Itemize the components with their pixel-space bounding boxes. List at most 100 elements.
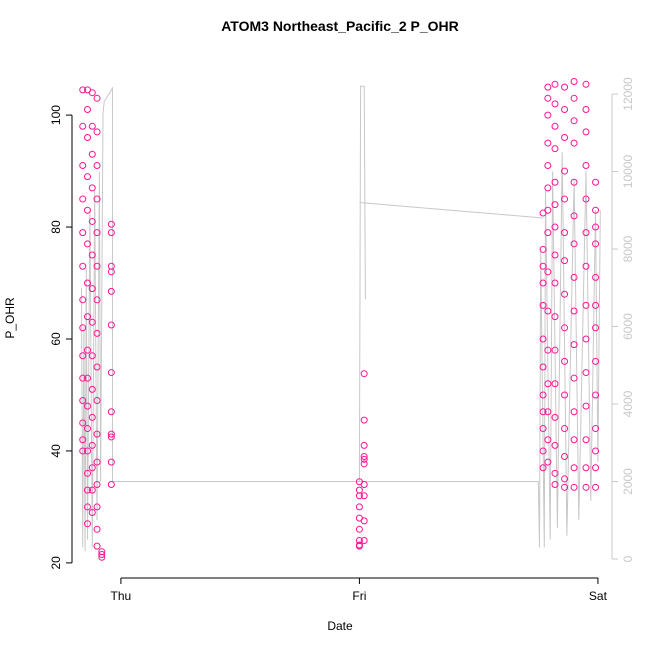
point (360, 370, 368, 378)
point (88, 509, 96, 517)
point (79, 195, 87, 203)
point (570, 307, 578, 315)
point (93, 397, 101, 405)
point (84, 402, 92, 410)
point (88, 217, 96, 225)
y-tick-label: 20 (49, 556, 63, 570)
point (561, 83, 569, 91)
point (561, 391, 569, 399)
point (551, 178, 559, 186)
point (360, 481, 368, 489)
point (544, 380, 552, 388)
point (84, 240, 92, 248)
x-tick-label: Sat (589, 589, 608, 603)
y-axis-label: P_OHR (3, 297, 17, 339)
point (79, 122, 87, 130)
point (582, 262, 590, 270)
point (93, 195, 101, 203)
point (561, 357, 569, 365)
point (551, 122, 559, 130)
point (93, 128, 101, 136)
point (84, 133, 92, 141)
point (544, 139, 552, 147)
point (592, 223, 600, 231)
point (561, 483, 569, 491)
point (360, 492, 368, 500)
point (88, 150, 96, 158)
point (592, 206, 600, 214)
point (93, 542, 101, 550)
point (107, 268, 115, 276)
y2-tick-label: 6000 (621, 313, 635, 340)
point (88, 122, 96, 130)
point (88, 464, 96, 472)
point (88, 251, 96, 259)
point (544, 346, 552, 354)
point (355, 541, 363, 549)
point (561, 453, 569, 461)
point (551, 251, 559, 259)
point (570, 78, 578, 86)
point (539, 464, 547, 472)
point (84, 503, 92, 511)
point (544, 94, 552, 102)
point (544, 161, 552, 169)
point (544, 83, 552, 91)
point (539, 279, 547, 287)
point (561, 475, 569, 483)
point (592, 240, 600, 248)
point (570, 240, 578, 248)
point (93, 430, 101, 438)
y-tick-label: 100 (49, 105, 63, 125)
point (582, 105, 590, 113)
point (107, 430, 115, 438)
point (360, 460, 368, 468)
point (93, 296, 101, 304)
point (561, 229, 569, 237)
point (592, 324, 600, 332)
point (88, 184, 96, 192)
point (79, 161, 87, 169)
y2-tick-label: 10000 (621, 155, 635, 189)
point (107, 481, 115, 489)
point (88, 413, 96, 421)
point (570, 212, 578, 220)
point (84, 374, 92, 382)
point (582, 195, 590, 203)
point (592, 357, 600, 365)
point (107, 408, 115, 416)
point (93, 94, 101, 102)
point (93, 458, 101, 466)
point (93, 229, 101, 237)
point (93, 262, 101, 270)
point (107, 369, 115, 377)
point (570, 483, 578, 491)
point (355, 503, 363, 511)
point (355, 492, 363, 500)
point (360, 455, 368, 463)
point (570, 374, 578, 382)
point (570, 408, 578, 416)
point (79, 397, 87, 405)
point (582, 483, 590, 491)
point (88, 89, 96, 97)
y2-tick-label: 8000 (621, 235, 635, 262)
point (539, 262, 547, 270)
point (79, 374, 87, 382)
point (551, 441, 559, 449)
point (93, 161, 101, 169)
point (84, 206, 92, 214)
point (551, 413, 559, 421)
point (107, 220, 115, 228)
point (539, 363, 547, 371)
point (93, 503, 101, 511)
point (84, 447, 92, 455)
point (592, 447, 600, 455)
point (539, 301, 547, 309)
point (551, 145, 559, 153)
point (570, 178, 578, 186)
point (592, 301, 600, 309)
point (582, 464, 590, 472)
point (544, 229, 552, 237)
